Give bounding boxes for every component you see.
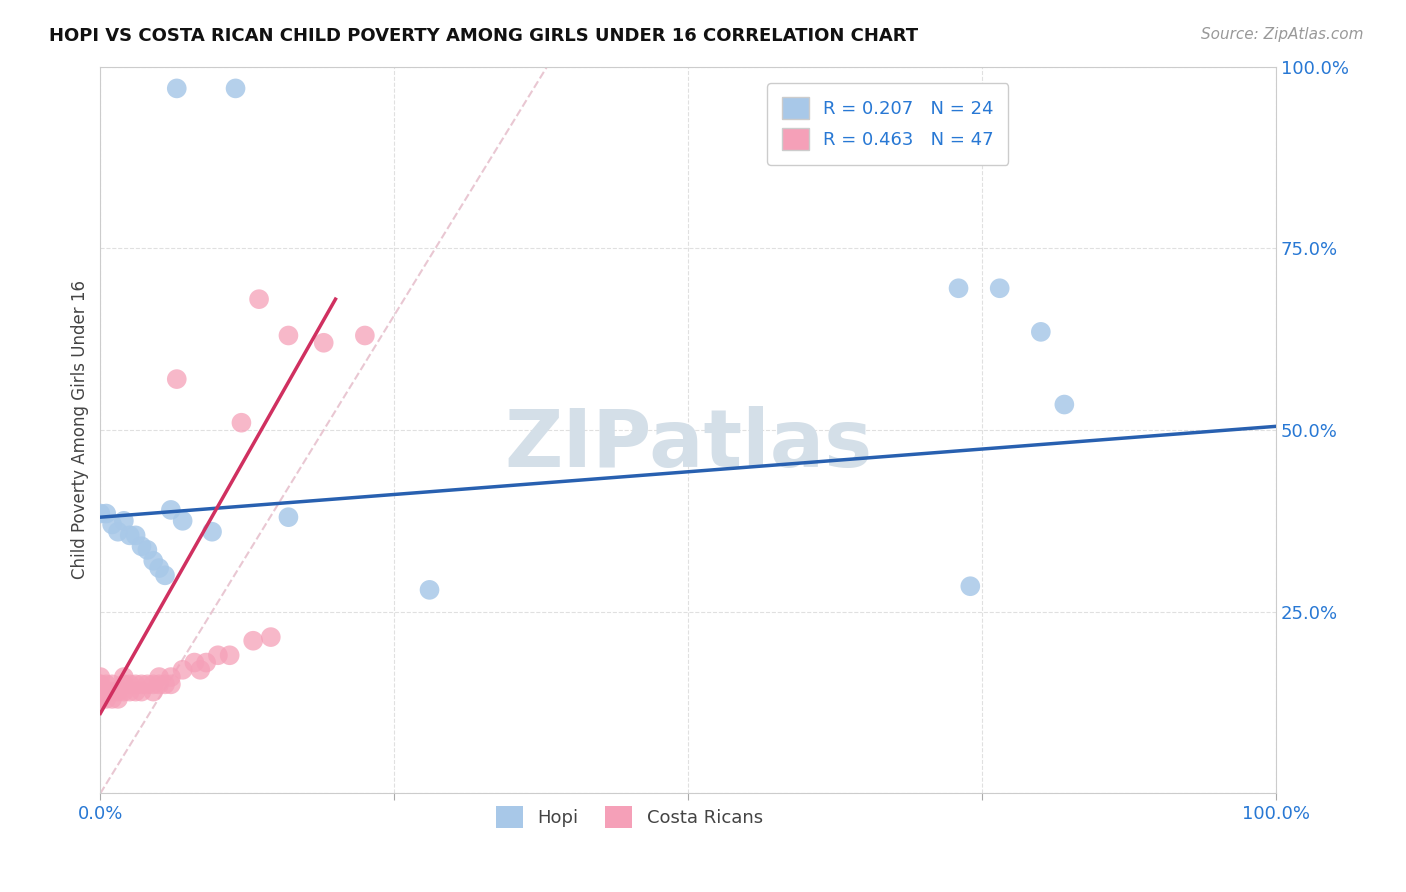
Point xyxy=(131,684,153,698)
Point xyxy=(188,663,211,677)
Point xyxy=(260,630,283,644)
Point xyxy=(354,328,377,343)
Point xyxy=(948,281,970,295)
Point xyxy=(89,677,111,691)
Point xyxy=(988,281,1011,295)
Point xyxy=(247,292,270,306)
Point xyxy=(107,524,129,539)
Legend: Hopi, Costa Ricans: Hopi, Costa Ricans xyxy=(488,798,770,835)
Point xyxy=(160,670,183,684)
Point xyxy=(112,514,135,528)
Point xyxy=(124,528,146,542)
Point xyxy=(131,539,153,553)
Point xyxy=(89,691,111,706)
Point xyxy=(1029,325,1052,339)
Point xyxy=(418,582,440,597)
Point xyxy=(183,656,205,670)
Point xyxy=(148,561,170,575)
Point xyxy=(231,416,253,430)
Point xyxy=(277,328,299,343)
Point xyxy=(101,677,124,691)
Point xyxy=(160,677,183,691)
Point xyxy=(107,691,129,706)
Text: ZIPatlas: ZIPatlas xyxy=(503,406,872,483)
Point xyxy=(96,507,118,521)
Point xyxy=(142,554,165,568)
Point xyxy=(959,579,981,593)
Point xyxy=(166,81,188,95)
Point xyxy=(172,514,194,528)
Point xyxy=(172,663,194,677)
Text: HOPI VS COSTA RICAN CHILD POVERTY AMONG GIRLS UNDER 16 CORRELATION CHART: HOPI VS COSTA RICAN CHILD POVERTY AMONG … xyxy=(49,27,918,45)
Point xyxy=(142,684,165,698)
Point xyxy=(312,335,335,350)
Point xyxy=(201,524,224,539)
Point xyxy=(160,503,183,517)
Point xyxy=(124,684,146,698)
Point xyxy=(166,372,188,386)
Point xyxy=(195,656,218,670)
Point xyxy=(96,691,118,706)
Point xyxy=(107,684,129,698)
Point xyxy=(89,677,111,691)
Point xyxy=(96,684,118,698)
Point xyxy=(136,542,159,557)
Point xyxy=(89,691,111,706)
Point xyxy=(242,633,264,648)
Point xyxy=(96,677,118,691)
Point xyxy=(89,507,111,521)
Point xyxy=(89,684,111,698)
Point xyxy=(1053,398,1076,412)
Point xyxy=(101,517,124,532)
Point xyxy=(112,684,135,698)
Point xyxy=(101,691,124,706)
Point xyxy=(136,677,159,691)
Point xyxy=(89,684,111,698)
Point xyxy=(153,568,176,582)
Point xyxy=(89,670,111,684)
Point xyxy=(153,677,176,691)
Point xyxy=(277,510,299,524)
Point xyxy=(101,684,124,698)
Point xyxy=(131,677,153,691)
Point xyxy=(148,670,170,684)
Point xyxy=(112,670,135,684)
Text: Source: ZipAtlas.com: Source: ZipAtlas.com xyxy=(1201,27,1364,42)
Point xyxy=(89,684,111,698)
Point xyxy=(118,677,141,691)
Point xyxy=(118,528,141,542)
Y-axis label: Child Poverty Among Girls Under 16: Child Poverty Among Girls Under 16 xyxy=(72,280,89,580)
Point xyxy=(124,677,146,691)
Point xyxy=(225,81,247,95)
Point xyxy=(142,677,165,691)
Point xyxy=(218,648,240,663)
Point xyxy=(112,677,135,691)
Point xyxy=(148,677,170,691)
Point xyxy=(118,684,141,698)
Point xyxy=(207,648,229,663)
